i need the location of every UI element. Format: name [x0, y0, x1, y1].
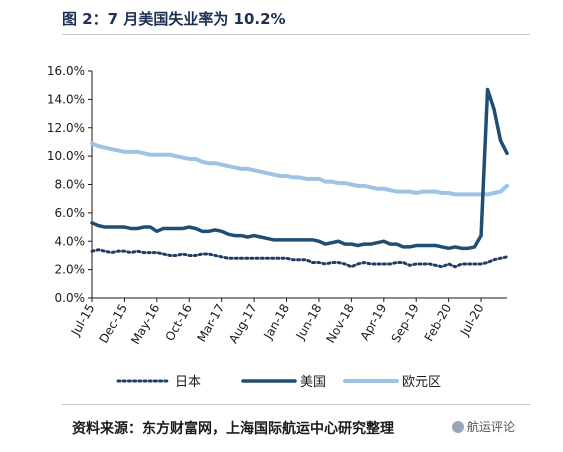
watermark-text: 航运评论 — [467, 420, 516, 434]
y-tick-label: 10.0% — [47, 149, 85, 163]
legend-item-eurozone: 欧元区 — [343, 375, 441, 390]
x-tick-label: Apr-19 — [357, 302, 389, 343]
x-tick-label: Jul-20 — [457, 302, 487, 339]
legend-label: 美国 — [300, 375, 326, 390]
source-note: 资料来源：东方财富网，上海国际航运中心研究整理 — [72, 421, 394, 437]
y-tick-label: 12.0% — [47, 121, 85, 135]
x-tick-label: Mar-17 — [194, 302, 227, 345]
top-rule — [62, 34, 530, 35]
y-tick-label: 16.0% — [47, 64, 85, 78]
series-lines — [90, 87, 509, 269]
legend-label: 日本 — [175, 375, 201, 390]
x-tick-label: Jan-18 — [260, 302, 292, 343]
bottom-rule — [62, 404, 530, 405]
legend-item-usa: 美国 — [241, 375, 326, 390]
y-axis: 0.0% 2.0% 4.0% 6.0% 8.0% 10.0% 12.0% 14.0% 16.0% — [47, 64, 93, 305]
y-tick-label: 2.0% — [55, 263, 86, 277]
x-tick-label: Aug-17 — [226, 302, 260, 346]
japan-series-line — [90, 248, 509, 269]
y-tick-label: 8.0% — [55, 178, 86, 192]
legend-item-japan: 日本 — [116, 375, 201, 390]
x-tick-label: Jul-15 — [68, 302, 98, 339]
watermark: 航运评论 — [452, 418, 515, 435]
x-tick-label: Oct-16 — [163, 302, 195, 344]
eurozone-series-line — [90, 141, 509, 197]
unemployment-line-chart: 0.0% 2.0% 4.0% 6.0% 8.0% 10.0% 12.0% 14.0% 16.0%… — [47, 64, 509, 390]
y-tick-label: 4.0% — [55, 234, 86, 248]
x-tick-label: Sep-19 — [389, 302, 422, 346]
y-tick-label: 0.0% — [55, 291, 86, 305]
y-tick-label: 14.0% — [47, 92, 85, 106]
x-tick-label: Feb-20 — [422, 302, 455, 344]
y-tick-label: 6.0% — [55, 206, 86, 220]
x-tick-label: Jun-18 — [293, 302, 325, 343]
x-tick-label: May-16 — [128, 302, 162, 347]
x-tick-label: Dec-15 — [96, 302, 130, 346]
x-tick-label: Nov-18 — [323, 302, 356, 346]
usa-series-line — [90, 87, 509, 251]
legend: 日本 美国 欧元区 — [116, 375, 441, 390]
legend-label: 欧元区 — [402, 375, 441, 390]
watermark-logo-icon — [452, 421, 464, 433]
chart-title: 图 2：7 月美国失业率为 10.2% — [62, 10, 286, 28]
